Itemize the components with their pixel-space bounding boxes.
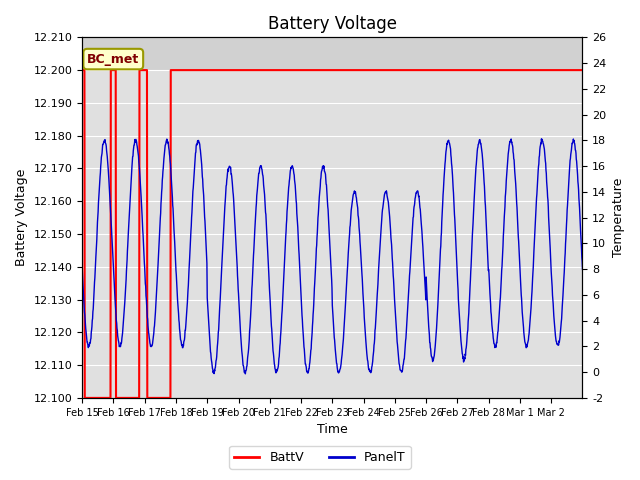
X-axis label: Time: Time [317, 423, 348, 436]
Y-axis label: Battery Voltage: Battery Voltage [15, 169, 28, 266]
Legend: BattV, PanelT: BattV, PanelT [229, 446, 411, 469]
Y-axis label: Temperature: Temperature [612, 178, 625, 257]
Text: BC_met: BC_met [87, 53, 140, 66]
Bar [82, 37, 582, 70]
Title: Battery Voltage: Battery Voltage [268, 15, 397, 33]
